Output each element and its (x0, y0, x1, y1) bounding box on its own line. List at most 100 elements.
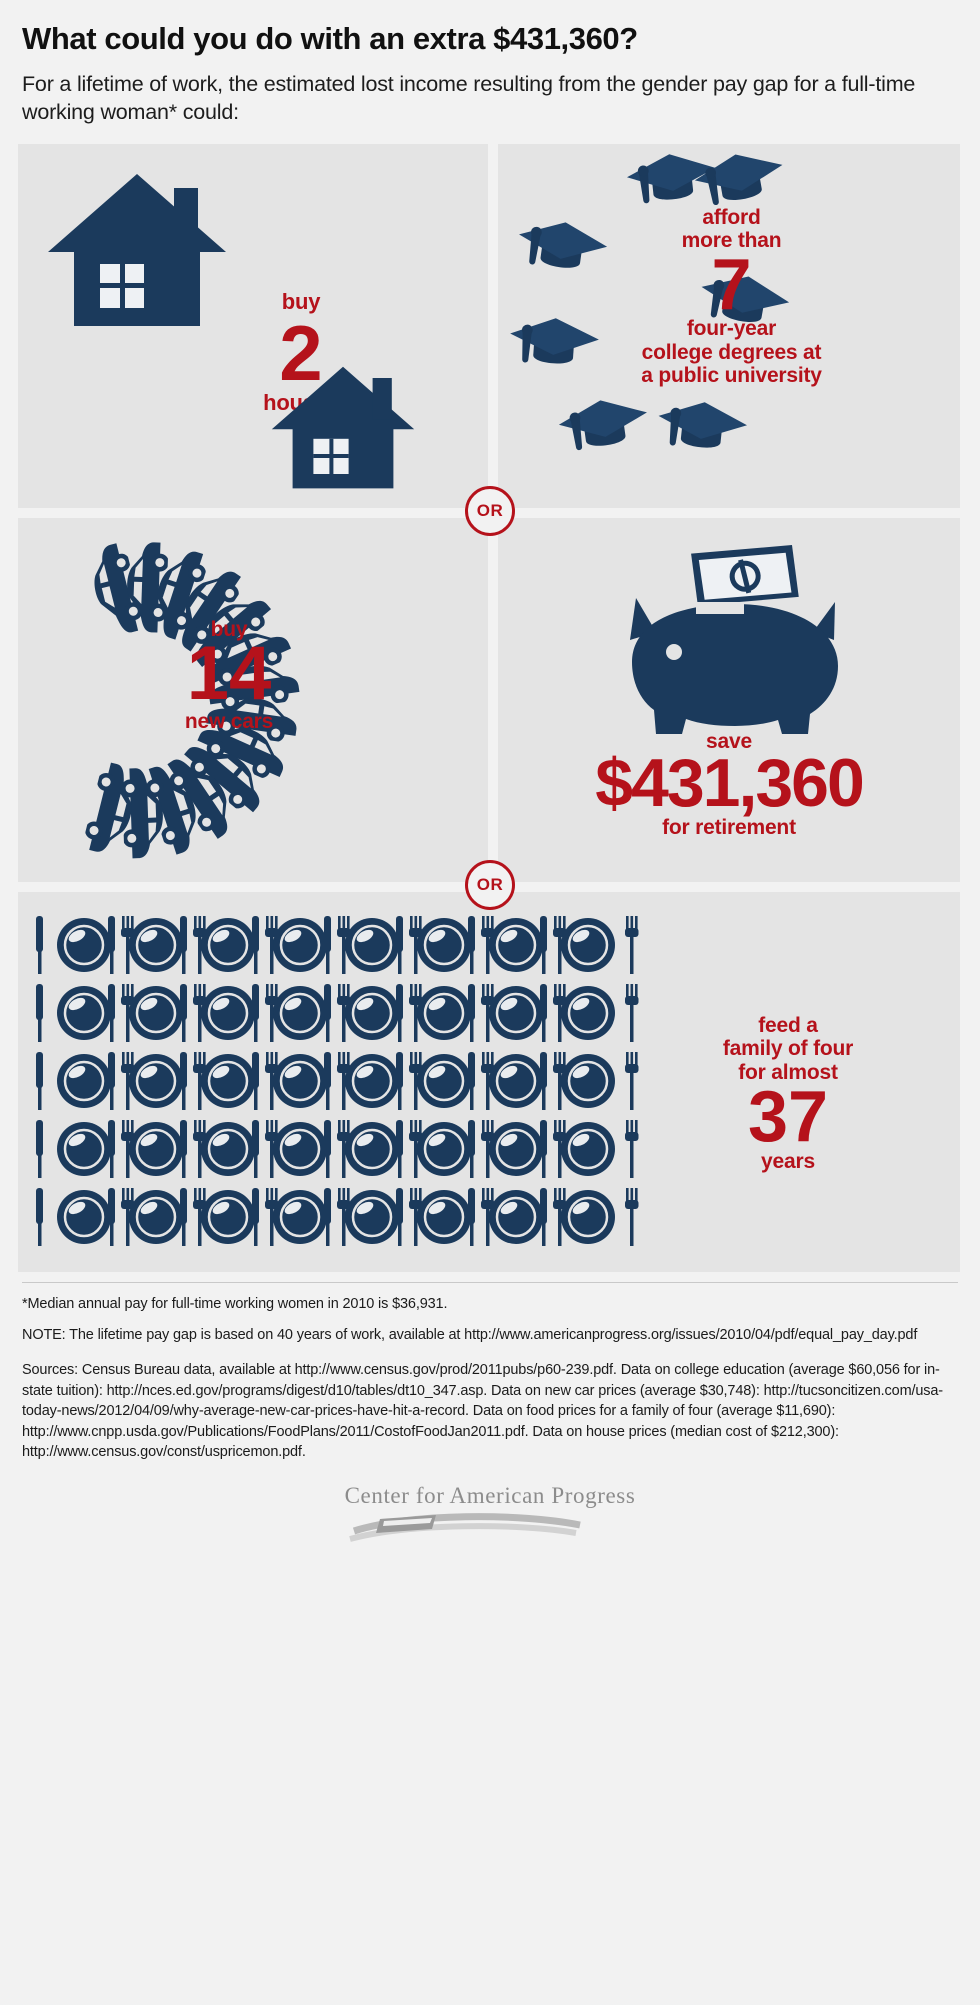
cars-stat: buy 14 new cars (144, 618, 314, 733)
houses-verb: buy (281, 288, 321, 314)
place-setting-icon (464, 1050, 568, 1112)
panel-retirement: save $431,360 for retirement (498, 517, 960, 882)
place-setting-icon (104, 982, 208, 1044)
graduation-cap-icon (698, 270, 790, 334)
place-setting-icon (104, 1118, 208, 1180)
car-icon (189, 705, 298, 786)
college-count: 7 (711, 244, 752, 325)
graduation-cap-icon (516, 216, 608, 280)
cars-count: 14 (186, 631, 272, 717)
panel-row-2: buy 14 new cars (18, 517, 962, 882)
car-icon (121, 537, 169, 638)
place-setting-icon (464, 1118, 568, 1180)
place-setting-icon (248, 1186, 352, 1248)
panel-houses: buy 2 houses (18, 143, 488, 508)
page-title: What could you do with an extra $431,360… (22, 21, 638, 56)
place-setting-icon (392, 1050, 496, 1112)
college-stat: afford more than 7 four-year college deg… (614, 206, 849, 388)
place-setting-icon (392, 1118, 496, 1180)
car-icon (80, 755, 147, 863)
place-setting-icon (392, 914, 496, 976)
graduation-cap-icon (508, 312, 600, 376)
car-icon (121, 761, 168, 862)
retirement-stat: save $431,360 for retirement (498, 730, 960, 840)
place-setting-icon (320, 914, 424, 976)
footnote-median-pay: *Median annual pay for full-time working… (22, 1295, 448, 1312)
place-setting-icon (536, 1050, 640, 1112)
college-line4: college degrees at (641, 340, 822, 364)
panel-food: feed a family of four for almost 37 year… (18, 891, 960, 1272)
college-line5: a public university (641, 364, 822, 388)
car-icon (139, 539, 212, 648)
place-setting-icon (104, 1050, 208, 1112)
car-icon (189, 614, 298, 695)
car-group (18, 518, 488, 882)
place-setting-icon (392, 982, 496, 1044)
college-line3: four-year (686, 317, 777, 341)
food-line1: feed a (758, 1013, 818, 1037)
place-setting-icon (176, 1050, 280, 1112)
place-setting-icon (248, 914, 352, 976)
place-setting-icon (320, 1050, 424, 1112)
place-setting-icon (248, 1050, 352, 1112)
graduation-cap-icon (626, 148, 718, 212)
retirement-unit: for retirement (662, 815, 796, 839)
place-setting-icon (248, 1118, 352, 1180)
place-setting-icon (320, 1118, 424, 1180)
food-unit: years (761, 1149, 815, 1173)
logo: Center for American Progress (340, 1483, 640, 1543)
logo-name: Center for American Progress (344, 1482, 636, 1508)
retirement-verb: save (706, 729, 752, 753)
car-icon (139, 752, 212, 861)
panel-row-3: feed a family of four for almost 37 year… (18, 891, 962, 1272)
cars-verb: buy (210, 617, 248, 641)
car-icon (80, 537, 147, 645)
place-setting-icon (536, 1186, 640, 1248)
place-setting-icon (32, 1186, 136, 1248)
place-setting-icon (176, 982, 280, 1044)
piggy-bank-icon (570, 536, 880, 736)
place-setting-icon (32, 1050, 136, 1112)
house-icon (270, 362, 416, 490)
food-count: 37 (747, 1077, 829, 1158)
footnote-note: NOTE: The lifetime pay gap is based on 4… (22, 1327, 918, 1344)
college-line2: more than (681, 229, 782, 253)
panel-grid: buy 2 houses (18, 143, 962, 1272)
houses-count: 2 (279, 309, 323, 398)
car-icon (199, 687, 304, 744)
footnote-sources: Sources: Census Bureau data, available a… (22, 1362, 943, 1461)
place-setting-icon (536, 914, 640, 976)
retirement-amount: $431,360 (595, 745, 865, 822)
food-stat: feed a family of four for almost 37 year… (638, 1014, 938, 1173)
place-setting-icon (176, 914, 280, 976)
panel-cars: buy 14 new cars (18, 517, 488, 882)
footer-divider (22, 1281, 958, 1283)
page-subtitle: For a lifetime of work, the estimated lo… (22, 72, 916, 125)
college-line1: afford (702, 205, 761, 229)
food-line2: family of four (722, 1037, 854, 1061)
cars-unit: new cars (184, 709, 274, 733)
graduation-cap-icon (558, 394, 650, 458)
food-line3: for almost (738, 1060, 838, 1084)
place-setting-icon (320, 982, 424, 1044)
place-setting-icon (32, 914, 136, 976)
graduation-cap-icon (656, 396, 748, 460)
infographic-page: What could you do with an extra $431,360… (0, 21, 980, 2005)
or-connector-1: OR (465, 485, 515, 536)
place-setting-icon (176, 1118, 280, 1180)
car-icon (174, 723, 279, 821)
place-setting-icon (176, 1186, 280, 1248)
place-setting-icon (392, 1186, 496, 1248)
house-icon (48, 168, 226, 328)
place-setting-icon (464, 1186, 568, 1248)
place-setting-icon (320, 1186, 424, 1248)
place-setting-icon (464, 914, 568, 976)
logo-mark-icon (349, 1513, 581, 1542)
place-setting-icon (32, 1118, 136, 1180)
place-setting-icon (464, 982, 568, 1044)
place-setting-icon (104, 914, 208, 976)
panel-row-1: buy 2 houses (18, 143, 962, 508)
car-icon (157, 553, 249, 661)
place-setting-icon (536, 1118, 640, 1180)
panel-college: afford more than 7 four-year college deg… (498, 143, 960, 508)
